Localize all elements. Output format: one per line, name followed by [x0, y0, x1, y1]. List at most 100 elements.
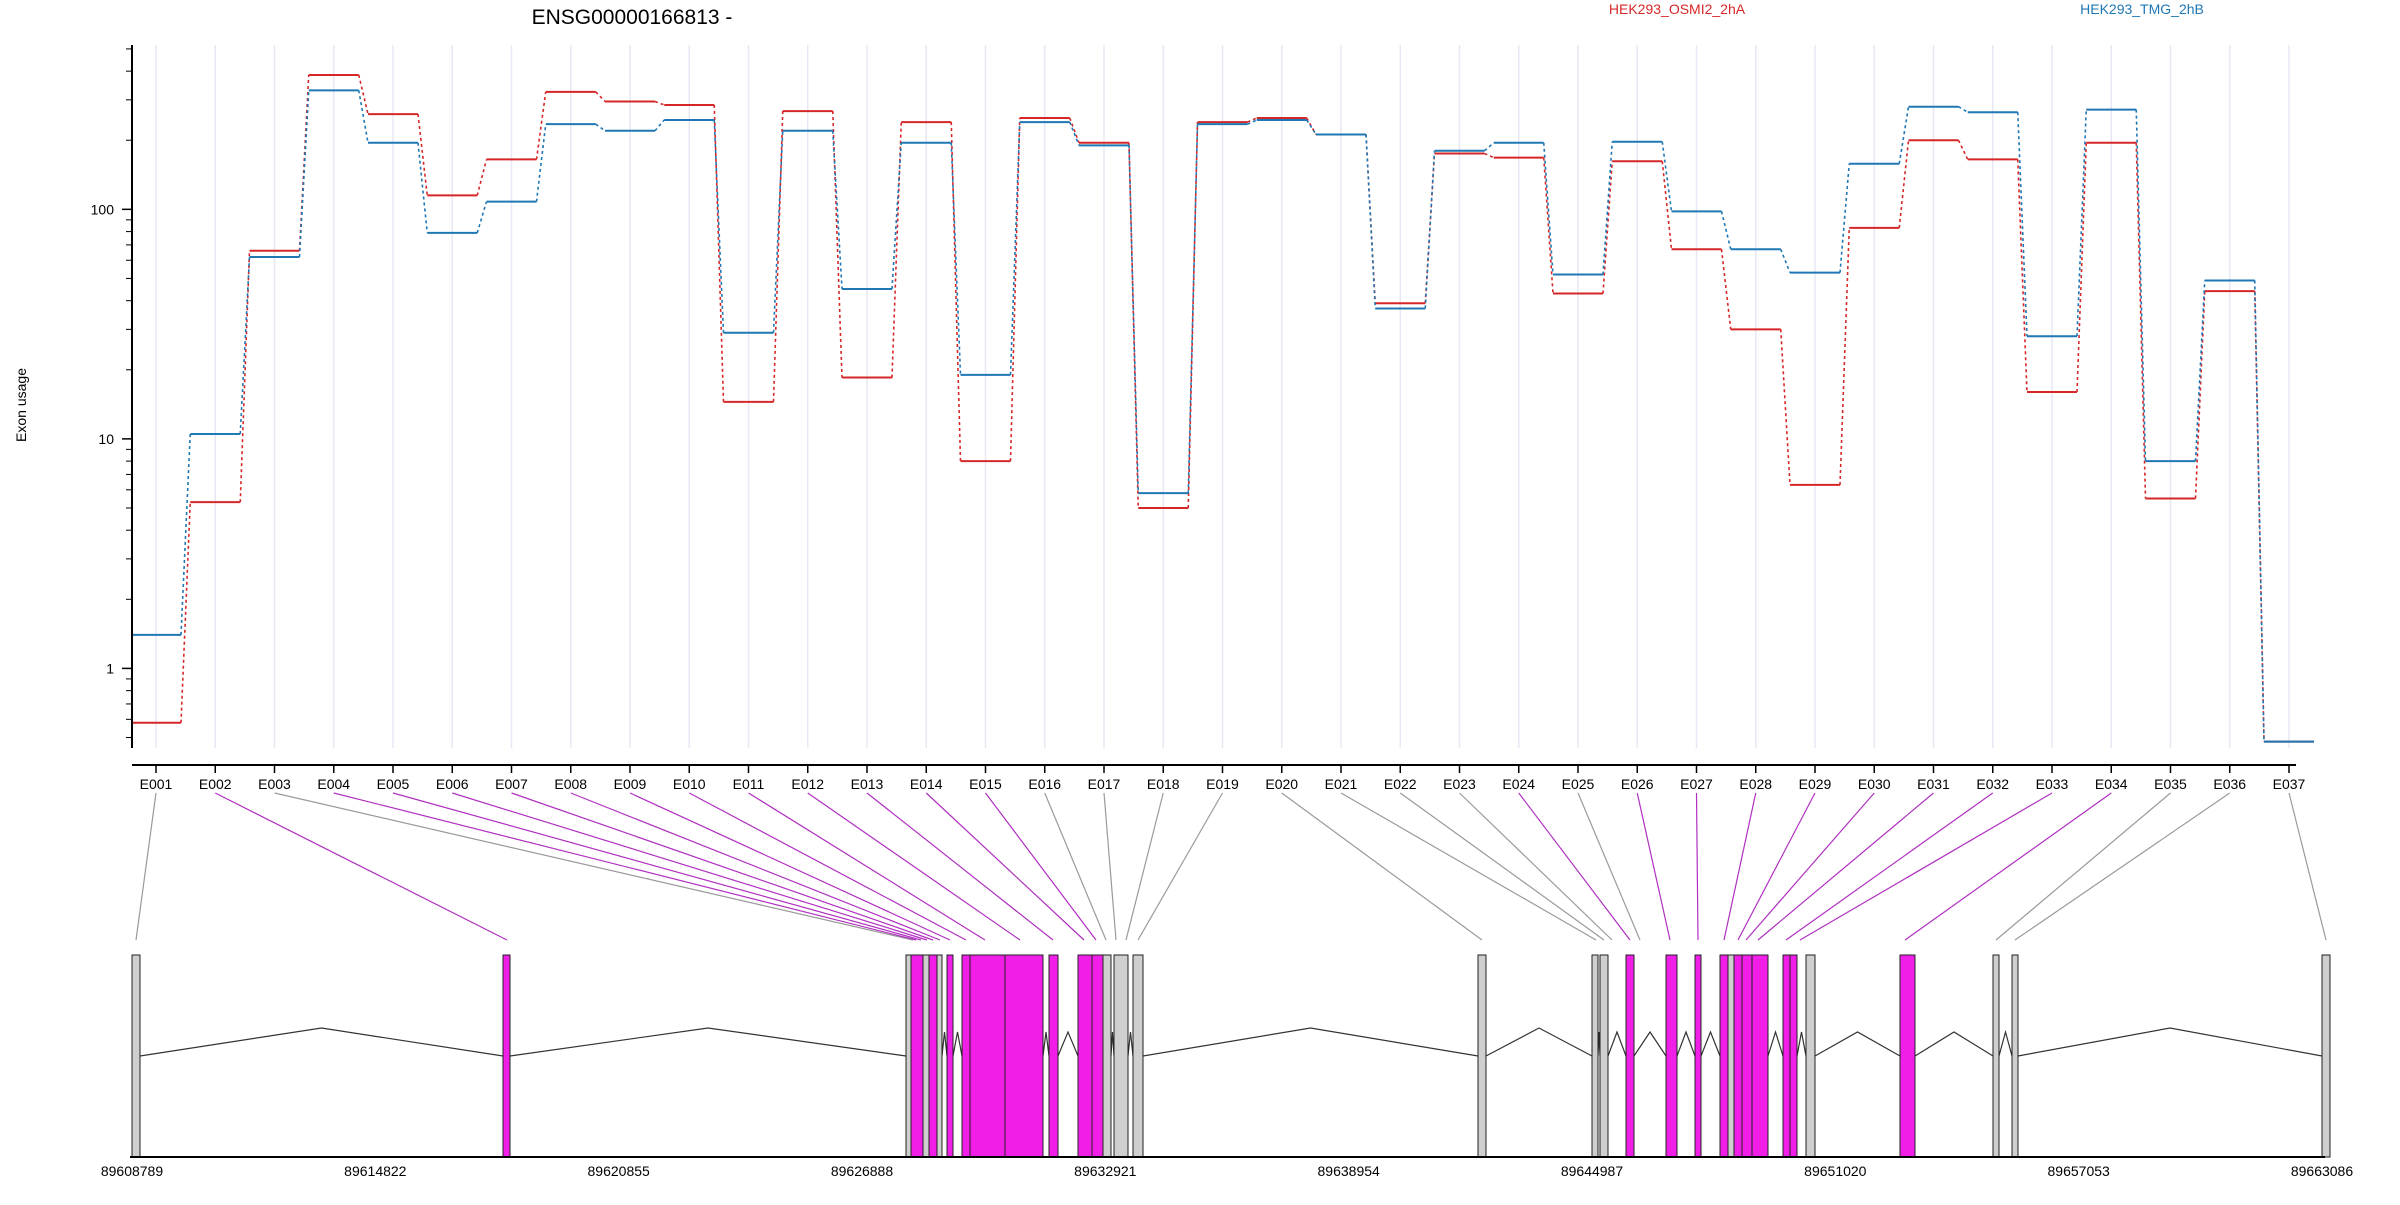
exon-block [1477, 954, 1487, 1158]
connector-e019 [1137, 792, 1224, 941]
exon-block [1665, 954, 1678, 1158]
intron-line [1914, 1031, 1994, 1057]
connector-e037 [2288, 792, 2327, 941]
coordinate-label: 89632921 [1074, 1163, 1137, 1179]
connector-e021 [1340, 792, 1597, 941]
connector-e020 [1281, 792, 1483, 941]
xtick-label-e031: E031 [1917, 776, 1950, 792]
intron-line [139, 1027, 504, 1057]
xtick-label-e008: E008 [554, 776, 587, 792]
exon-block [131, 954, 141, 1158]
ytick-label: 100 [91, 201, 115, 217]
intron-line [1814, 1031, 1901, 1057]
connector-e023 [1459, 792, 1613, 941]
intron-line [1633, 1030, 1667, 1057]
coordinate-label: 89651020 [1804, 1163, 1867, 1179]
intron-line [952, 1031, 963, 1057]
exon-block [1091, 954, 1104, 1158]
series-riser [1009, 122, 1021, 375]
series-riser [772, 111, 784, 402]
series-riser [1661, 141, 1673, 212]
intron-line [509, 1027, 907, 1057]
series-riser [357, 90, 369, 143]
connector-e009 [629, 792, 951, 941]
series-riser [1484, 152, 1495, 159]
series-riser [831, 130, 843, 289]
connector-e001 [135, 792, 157, 941]
connector-e002 [214, 792, 508, 941]
series-riser [1720, 211, 1732, 250]
connector-e024 [1518, 792, 1631, 941]
series-riser [417, 114, 429, 196]
connector-e011 [748, 792, 986, 941]
exon-block [2011, 954, 2019, 1158]
series-riser [2016, 159, 2028, 393]
exon-block [936, 954, 943, 1158]
xtick-label-e006: E006 [436, 776, 469, 792]
series-riser [1365, 134, 1377, 309]
coordinate-label: 89614822 [344, 1163, 407, 1179]
exon-block [1004, 954, 1044, 1158]
exon-block [969, 954, 1006, 1158]
xtick-label-e002: E002 [199, 776, 232, 792]
exon-block [1077, 954, 1093, 1158]
exon-block [1751, 954, 1769, 1158]
intron-line [1057, 1030, 1079, 1057]
series-riser [1069, 117, 1080, 144]
series-riser [180, 502, 192, 723]
series-riser [1128, 145, 1140, 494]
series-riser [2194, 291, 2206, 499]
exon-block [1113, 954, 1129, 1158]
series-riser [1247, 119, 1258, 125]
xtick-label-e025: E025 [1562, 776, 1595, 792]
exon-gridlines [155, 45, 2290, 748]
intron-line [1607, 1030, 1627, 1057]
coordinate-label: 89638954 [1318, 1163, 1381, 1179]
series-riser [1187, 122, 1199, 508]
exon-block [961, 954, 971, 1158]
series-riser [476, 201, 488, 234]
exon-block [1132, 954, 1144, 1158]
ytick-label: 1 [106, 660, 114, 676]
exon-connectors [135, 792, 2327, 941]
intron-line [1700, 1030, 1721, 1057]
connector-e032 [1785, 792, 1994, 941]
xtick-label-e027: E027 [1680, 776, 1713, 792]
exon-block [502, 954, 511, 1158]
series-riser [595, 123, 606, 132]
xtick-label-e020: E020 [1265, 776, 1298, 792]
xtick-label-e034: E034 [2095, 776, 2128, 792]
series-riser [535, 91, 547, 160]
xtick-label-e003: E003 [258, 776, 291, 792]
intron-line [1485, 1027, 1593, 1057]
connector-e018 [1125, 792, 1164, 941]
connector-e026 [1636, 792, 1671, 941]
intron-line [1142, 1027, 1479, 1057]
series-riser [1602, 161, 1614, 294]
connector-e013 [866, 792, 1054, 941]
xtick-label-e014: E014 [910, 776, 943, 792]
exon-block [1805, 954, 1816, 1158]
xtick-label-e035: E035 [2154, 776, 2187, 792]
xtick-label-e007: E007 [495, 776, 528, 792]
connector-e022 [1399, 792, 1605, 941]
exon-block [910, 954, 924, 1158]
intron-line [1676, 1030, 1696, 1057]
xtick-label-e030: E030 [1858, 776, 1891, 792]
chart-title: ENSG00000166813 - [532, 6, 733, 29]
ytick-label: 10 [98, 431, 114, 447]
connector-e012 [807, 792, 1021, 941]
xtick-label-e028: E028 [1739, 776, 1772, 792]
exon-blocks [131, 954, 2331, 1158]
exon-block [1992, 954, 2000, 1158]
usage-series [131, 73, 2314, 743]
intron-line [2017, 1027, 2323, 1057]
series-riser [1958, 106, 1969, 113]
series-riser [1424, 150, 1436, 309]
exon-block [1782, 954, 1791, 1158]
series-riser [1780, 248, 1791, 273]
series-riser [1542, 157, 1554, 294]
series-riser [1898, 106, 1910, 164]
series-riser [1187, 124, 1199, 494]
